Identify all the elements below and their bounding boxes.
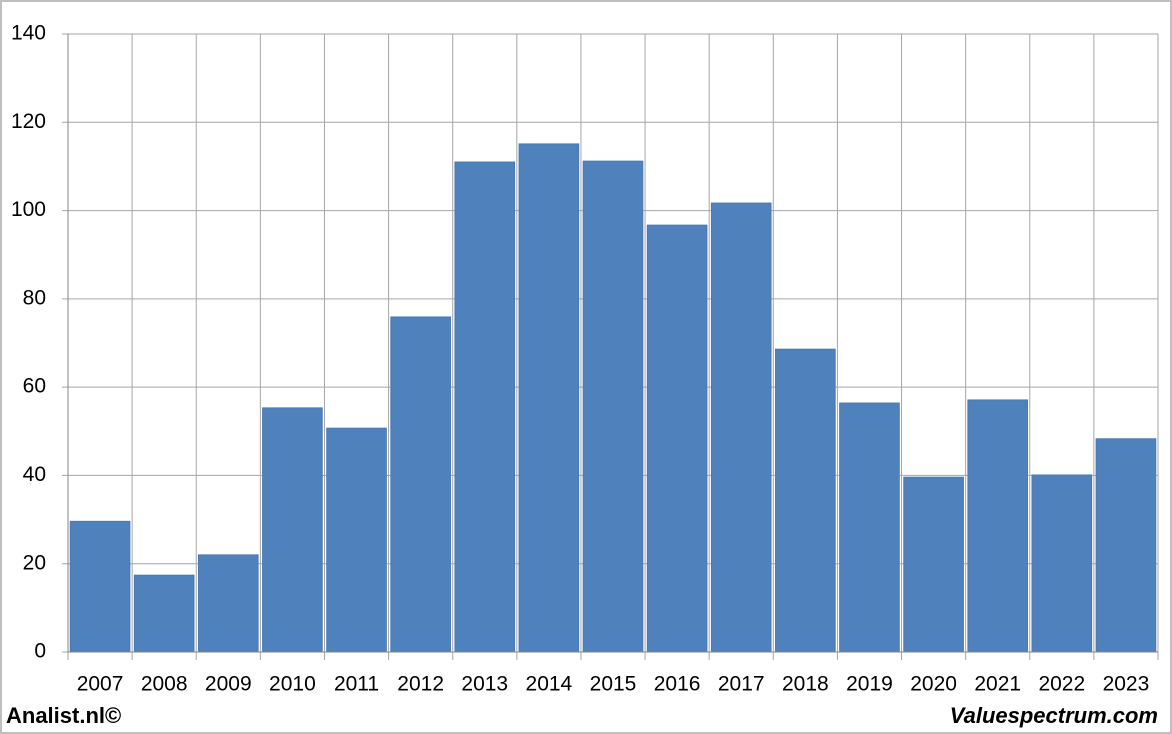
bar [133, 574, 195, 653]
y-tick-label: 60 [23, 375, 46, 398]
bar [518, 143, 580, 653]
bar [775, 348, 836, 653]
bar [326, 427, 387, 653]
bar [69, 520, 131, 653]
bar [903, 476, 964, 653]
x-tick-label: 2021 [974, 673, 1021, 696]
x-tick-label: 2013 [461, 673, 508, 696]
x-tick-label: 2023 [1103, 673, 1150, 696]
x-tick-label: 2019 [846, 673, 893, 696]
x-tick-label: 2015 [590, 673, 637, 696]
x-tick-label: 2020 [910, 673, 957, 696]
bar [646, 224, 708, 653]
x-tick-label: 2008 [141, 673, 188, 696]
bar [1031, 474, 1093, 653]
bar [967, 399, 1029, 653]
bar [262, 407, 323, 653]
x-tick-label: 2012 [397, 673, 444, 696]
y-tick-label: 40 [23, 463, 46, 486]
x-tick-label: 2014 [526, 673, 573, 696]
y-tick-label: 120 [11, 110, 46, 133]
x-tick-label: 2010 [269, 673, 316, 696]
y-tick-label: 140 [11, 22, 46, 45]
x-tick-label: 2017 [718, 673, 765, 696]
source-right: Valuespectrum.com [950, 703, 1158, 728]
bar [1095, 438, 1157, 653]
y-tick-label: 80 [23, 286, 46, 309]
x-tick-label: 2016 [654, 673, 701, 696]
bar [839, 402, 900, 653]
source-left: Analist.nl© [6, 703, 121, 728]
y-tick-label: 20 [23, 551, 46, 574]
bar [197, 554, 259, 653]
bar [390, 316, 451, 653]
x-tick-label: 2007 [77, 673, 124, 696]
y-tick-label: 0 [34, 640, 46, 663]
y-tick-label: 100 [11, 198, 46, 221]
bar [582, 160, 644, 653]
x-tick-label: 2022 [1038, 673, 1085, 696]
bar [454, 161, 516, 653]
x-tick-label: 2011 [334, 673, 379, 696]
x-tick-label: 2018 [782, 673, 829, 696]
bar [710, 202, 772, 653]
x-tick-label: 2009 [205, 673, 252, 696]
